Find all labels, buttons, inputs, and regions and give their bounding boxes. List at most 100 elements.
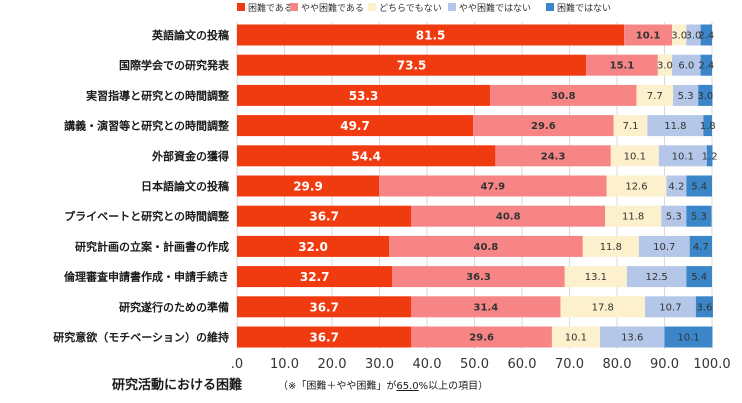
bar-segment xyxy=(638,235,690,257)
bar-segment xyxy=(237,175,380,197)
bar-segment xyxy=(657,54,673,76)
bar-segment xyxy=(237,84,491,106)
data-label: 54.4 xyxy=(351,149,381,163)
legend: 困難である やや困難である どちらでもない やや困難ではない 困難ではない xyxy=(237,2,611,14)
chart-subtitle: （※「困難＋やや困難」が65.0%以上の項目） xyxy=(278,379,488,392)
bar-segment xyxy=(613,115,648,137)
category-label: プライベートと研究との時間調整 xyxy=(64,209,229,223)
legend-swatch xyxy=(237,3,245,11)
legend-swatch xyxy=(368,3,376,11)
data-label: 11.8 xyxy=(600,242,622,253)
bar-segment xyxy=(686,175,712,197)
x-tick-label: 70.0 xyxy=(555,357,584,372)
legend-label: どちらでもない xyxy=(379,3,442,14)
data-label: 10.1 xyxy=(565,333,587,344)
data-label: 10.1 xyxy=(677,333,699,344)
legend-label: 困難ではない xyxy=(557,2,611,14)
data-label: 36.7 xyxy=(309,210,339,224)
data-label: 53.3 xyxy=(349,89,379,103)
bar-segment xyxy=(666,175,687,197)
data-label: 13.6 xyxy=(621,333,643,344)
bar-segment xyxy=(237,145,496,167)
bar-segment xyxy=(700,54,712,76)
data-label: 49.7 xyxy=(340,119,370,133)
x-tick-label: 100.0 xyxy=(693,357,730,372)
data-label: 10.1 xyxy=(672,151,694,162)
bar-segment xyxy=(237,115,474,137)
data-label: 4.7 xyxy=(693,242,709,253)
x-tick-label: 40.0 xyxy=(413,357,442,372)
subtitle-part-1: （※「困難＋やや困難」が xyxy=(278,379,396,392)
category-labels: 英語論文の投稿国際学会での研究発表実習指導と研究との時間調整講義・演習等と研究と… xyxy=(53,28,230,344)
bar-segment xyxy=(237,235,389,257)
bar-segment xyxy=(582,235,639,257)
data-label: 17.8 xyxy=(592,302,614,313)
bar-segment xyxy=(551,326,600,348)
data-label: 3.0 xyxy=(657,61,673,72)
data-label: 5.3 xyxy=(666,212,682,223)
data-label: 5.3 xyxy=(691,212,707,223)
bar-segment xyxy=(237,54,587,76)
bar-segment xyxy=(647,115,704,137)
data-label: 31.4 xyxy=(474,302,499,313)
legend-label: やや困難である xyxy=(301,2,364,14)
data-label: 10.7 xyxy=(659,302,681,313)
data-label: 1.8 xyxy=(700,121,716,132)
bar-segment xyxy=(661,205,687,227)
data-label: 3.0 xyxy=(686,31,702,42)
category-label: 講義・演習等と研究との時間調整 xyxy=(64,119,229,133)
bar-segment xyxy=(495,145,611,167)
bar-segment xyxy=(237,205,412,227)
bar-segment xyxy=(698,84,713,106)
chart-title: 研究活動における困難 xyxy=(112,377,242,393)
category-label: 倫理審査申請書作成・申請手続き xyxy=(64,270,229,284)
category-label: 英語論文の投稿 xyxy=(151,28,229,42)
bar-segment xyxy=(411,296,561,318)
data-label: 29.9 xyxy=(293,180,323,194)
bar-segment xyxy=(706,145,713,167)
bar-segment xyxy=(389,235,583,257)
bar-segment xyxy=(606,175,667,197)
subtitle-part-3: %以上の項目） xyxy=(419,380,489,392)
bar-segment xyxy=(379,175,607,197)
bar-segment xyxy=(237,296,412,318)
bar-segment xyxy=(237,266,393,288)
category-label: 外部資金の獲得 xyxy=(151,149,229,163)
x-tick-label: 80.0 xyxy=(603,357,632,372)
bar-segment xyxy=(473,115,614,137)
category-label: 国際学会での研究発表 xyxy=(119,58,230,72)
data-label: 3.0 xyxy=(697,91,713,102)
data-label: 3.6 xyxy=(696,302,712,313)
data-label: 40.8 xyxy=(496,212,521,223)
bar-segment xyxy=(689,235,712,257)
category-label: 実習指導と研究との時間調整 xyxy=(86,88,229,102)
bar-segment xyxy=(686,24,701,46)
bars xyxy=(237,24,713,348)
data-label: 7.7 xyxy=(647,91,663,102)
data-label: 3.0 xyxy=(671,31,687,42)
bar-segment xyxy=(560,296,646,318)
bar-segment xyxy=(672,54,701,76)
data-label: 13.1 xyxy=(585,272,607,283)
data-label: 24.3 xyxy=(541,151,566,162)
x-tick-label: 50.0 xyxy=(460,357,489,372)
x-tick-label: 60.0 xyxy=(508,357,537,372)
category-label: 日本語論文の投稿 xyxy=(141,179,229,193)
x-tick-label: .0 xyxy=(231,357,243,372)
data-label: 40.8 xyxy=(474,242,499,253)
data-label: 11.8 xyxy=(664,121,686,132)
bar-segment xyxy=(636,84,674,106)
legend-swatch xyxy=(448,3,456,11)
bar-segment xyxy=(626,266,687,288)
legend-label: やや困難ではない xyxy=(459,2,531,14)
bar-segment xyxy=(700,24,712,46)
category-label: 研究遂行のための準備 xyxy=(119,300,229,314)
bar-segment xyxy=(686,205,712,227)
bar-segment xyxy=(392,266,565,288)
bar-segment xyxy=(490,84,637,106)
legend-swatch xyxy=(546,3,554,11)
bar-segment xyxy=(703,115,712,137)
data-label: 5.4 xyxy=(691,272,707,283)
data-label: 30.8 xyxy=(551,91,576,102)
data-label: 1.2 xyxy=(702,151,718,162)
